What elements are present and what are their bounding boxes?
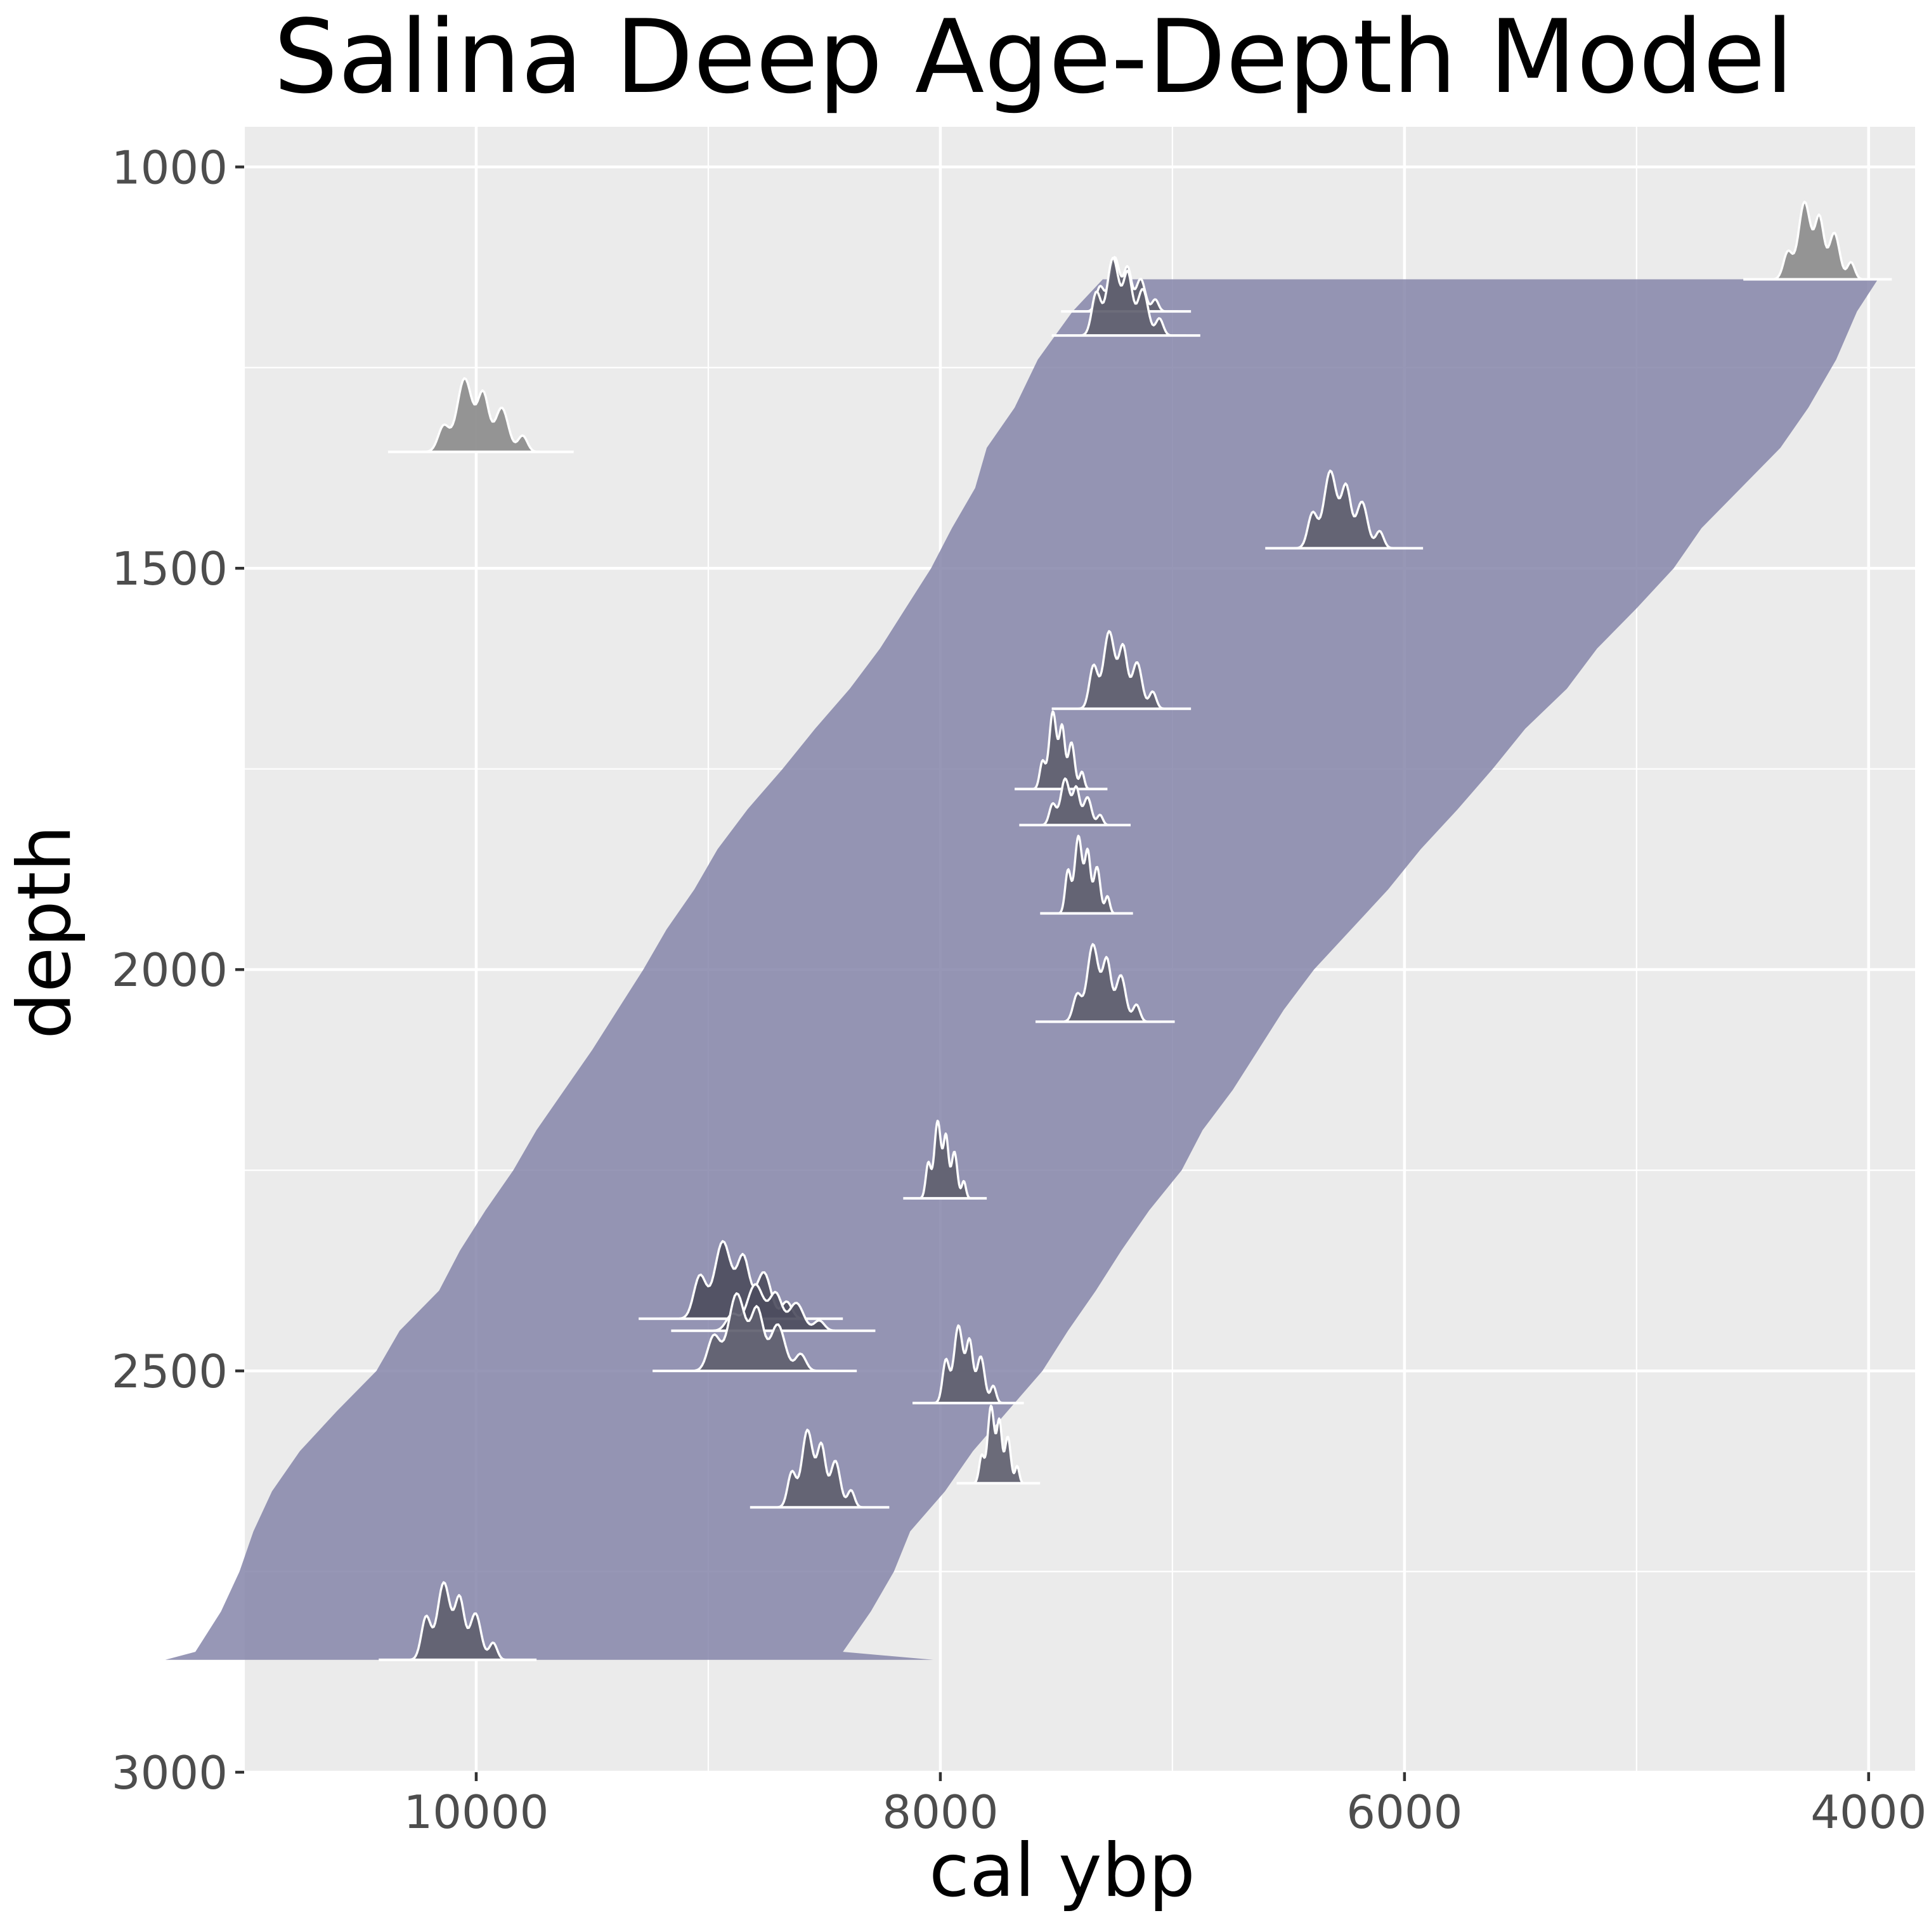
y-tick-label: 1000 bbox=[112, 141, 228, 194]
x-tick-label: 10000 bbox=[403, 1786, 549, 1839]
x-axis: 10000 8000 6000 4000 bbox=[403, 1772, 1926, 1839]
date-distribution bbox=[405, 377, 557, 453]
date-distribution bbox=[1048, 834, 1125, 915]
x-tick-label: 6000 bbox=[1346, 1786, 1462, 1839]
date-distribution bbox=[922, 1324, 1014, 1404]
date-distribution bbox=[763, 1429, 877, 1509]
x-tick-label: 4000 bbox=[1810, 1786, 1926, 1839]
date-distribution bbox=[1064, 630, 1178, 710]
y-axis-title: depth bbox=[2, 825, 88, 1039]
date-distribution bbox=[963, 1404, 1033, 1485]
date-distribution bbox=[910, 1119, 980, 1200]
chart-title: Salina Deep Age-Depth Model bbox=[273, 0, 1793, 116]
y-tick-label: 2000 bbox=[112, 943, 228, 997]
date-distribution bbox=[1048, 943, 1162, 1023]
y-tick-label: 2500 bbox=[112, 1345, 228, 1398]
date-distribution bbox=[672, 1292, 838, 1372]
age-depth-envelope bbox=[165, 279, 1878, 1660]
date-distribution bbox=[1280, 469, 1409, 550]
x-axis-title: cal ybp bbox=[929, 1828, 1195, 1914]
y-tick-label: 3000 bbox=[112, 1746, 228, 1799]
date-distribution bbox=[1022, 710, 1100, 791]
y-axis: 1000 1500 2000 2500 3000 bbox=[112, 141, 244, 1799]
date-distributions bbox=[379, 200, 1892, 1661]
date-distribution bbox=[1757, 200, 1878, 281]
date-distribution bbox=[393, 1581, 522, 1661]
x-tick-label: 8000 bbox=[882, 1786, 998, 1839]
y-tick-label: 1500 bbox=[112, 542, 228, 595]
date-distribution bbox=[1065, 257, 1187, 337]
date-distribution bbox=[1029, 777, 1121, 827]
